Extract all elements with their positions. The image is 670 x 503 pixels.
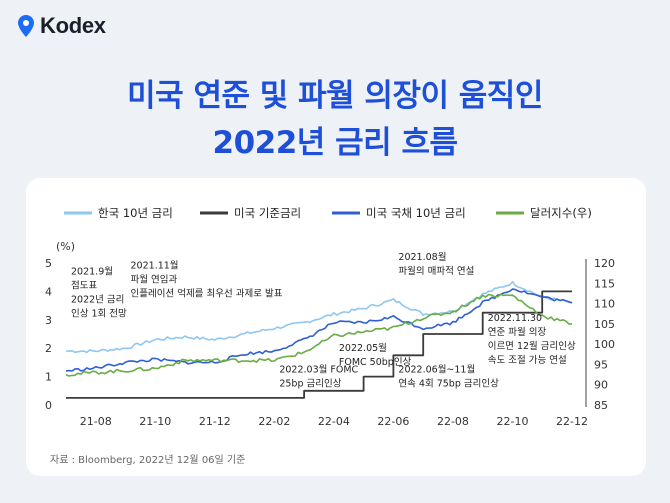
annotation-4-line-1: 파월의 매파적 연설 (398, 265, 474, 277)
annotation-1-line-0: 2021.11월 (131, 260, 179, 272)
annotation-6-line-1: 연준 파월 의장 (488, 326, 547, 338)
x-tick-22-06: 22-06 (377, 415, 409, 428)
annotation-3-line-0: 2022.05월 (339, 342, 387, 354)
x-tick-22-08: 22-08 (437, 415, 469, 428)
y-axis-unit-label: (%) (56, 240, 75, 253)
x-tick-21-10: 21-10 (139, 415, 171, 428)
annotation-6-line-0: 2022.11.30 (488, 313, 542, 324)
annotation-6-line-2: 이르면 12월 금리인상 (488, 340, 576, 352)
brand-logo: Kodex (18, 13, 106, 39)
x-tick-21-12: 21-12 (199, 415, 231, 428)
left-tick-4: 4 (45, 285, 52, 298)
annotation-0-line-0: 2021.9월 (71, 265, 113, 277)
annotation-2-line-1: 25bp 금리인상 (279, 378, 341, 389)
source-note: 자료 : Bloomberg, 2022년 12월 06일 기준 (50, 454, 245, 466)
annotation-4-line-0: 2021.08월 (398, 251, 446, 263)
annotation-0-line-1: 점도표 (71, 279, 97, 291)
brand-name: Kodex (40, 13, 106, 38)
annotation-2-line-0: 2022.03월 FOMC (279, 363, 358, 375)
left-tick-0: 0 (45, 399, 52, 412)
x-tick-22-12: 22-12 (556, 415, 588, 428)
x-tick-22-02: 22-02 (258, 415, 290, 428)
series-line-3 (65, 293, 573, 377)
right-tick-100: 100 (594, 338, 615, 351)
series-line-2 (65, 288, 573, 372)
x-tick-22-04: 22-04 (318, 415, 350, 428)
legend-label-2: 미국 국채 10년 금리 (366, 206, 466, 220)
right-tick-90: 90 (594, 379, 608, 392)
page-title-line2: 2022년 금리 흐름 (212, 125, 458, 161)
left-tick-3: 3 (45, 314, 52, 327)
x-tick-21-08: 21-08 (80, 415, 112, 428)
annotation-6-line-3: 속도 조절 가능 연설 (488, 354, 567, 366)
right-tick-110: 110 (594, 298, 615, 311)
left-tick-5: 5 (45, 257, 52, 270)
right-tick-95: 95 (594, 358, 608, 371)
series-line-1 (66, 290, 572, 399)
annotation-5-line-0: 2022.06월~11월 (398, 363, 475, 375)
right-tick-120: 120 (594, 257, 615, 270)
annotation-1-line-1: 파월 연임과 (131, 274, 178, 286)
legend-label-3: 달러지수(우) (530, 206, 592, 220)
page-title-line1: 미국 연준 및 파월 의장이 움직인 (127, 78, 543, 114)
right-tick-105: 105 (594, 318, 615, 331)
left-tick-2: 2 (45, 342, 52, 355)
legend-label-0: 한국 10년 금리 (98, 206, 173, 220)
line-chart: 한국 10년 금리 미국 기준금리 미국 국채 10년 금리 달러지수(우) (%) 0 1… (45, 206, 615, 466)
left-tick-1: 1 (45, 371, 52, 384)
x-tick-22-10: 22-10 (496, 415, 528, 428)
chart-card: 한국 10년 금리 미국 기준금리 미국 국채 10년 금리 달러지수(우) (%) 0 1… (26, 178, 646, 476)
annotation-1-line-2: 인플레이션 억제를 최우선 과제로 발표 (131, 288, 283, 300)
annotation-5-line-1: 연속 4회 75bp 금리인상 (398, 378, 499, 389)
annotation-0-line-3: 인상 1회 전망 (71, 308, 127, 319)
location-pin-icon (18, 15, 34, 37)
right-tick-115: 115 (594, 277, 615, 290)
annotation-3-line-1: FOMC 50bp인상 (339, 357, 412, 368)
right-tick-85: 85 (594, 399, 608, 412)
series-line-0 (65, 280, 573, 354)
annotation-0-line-2: 2022년 금리 (71, 294, 124, 305)
legend-label-1: 미국 기준금리 (234, 206, 301, 220)
